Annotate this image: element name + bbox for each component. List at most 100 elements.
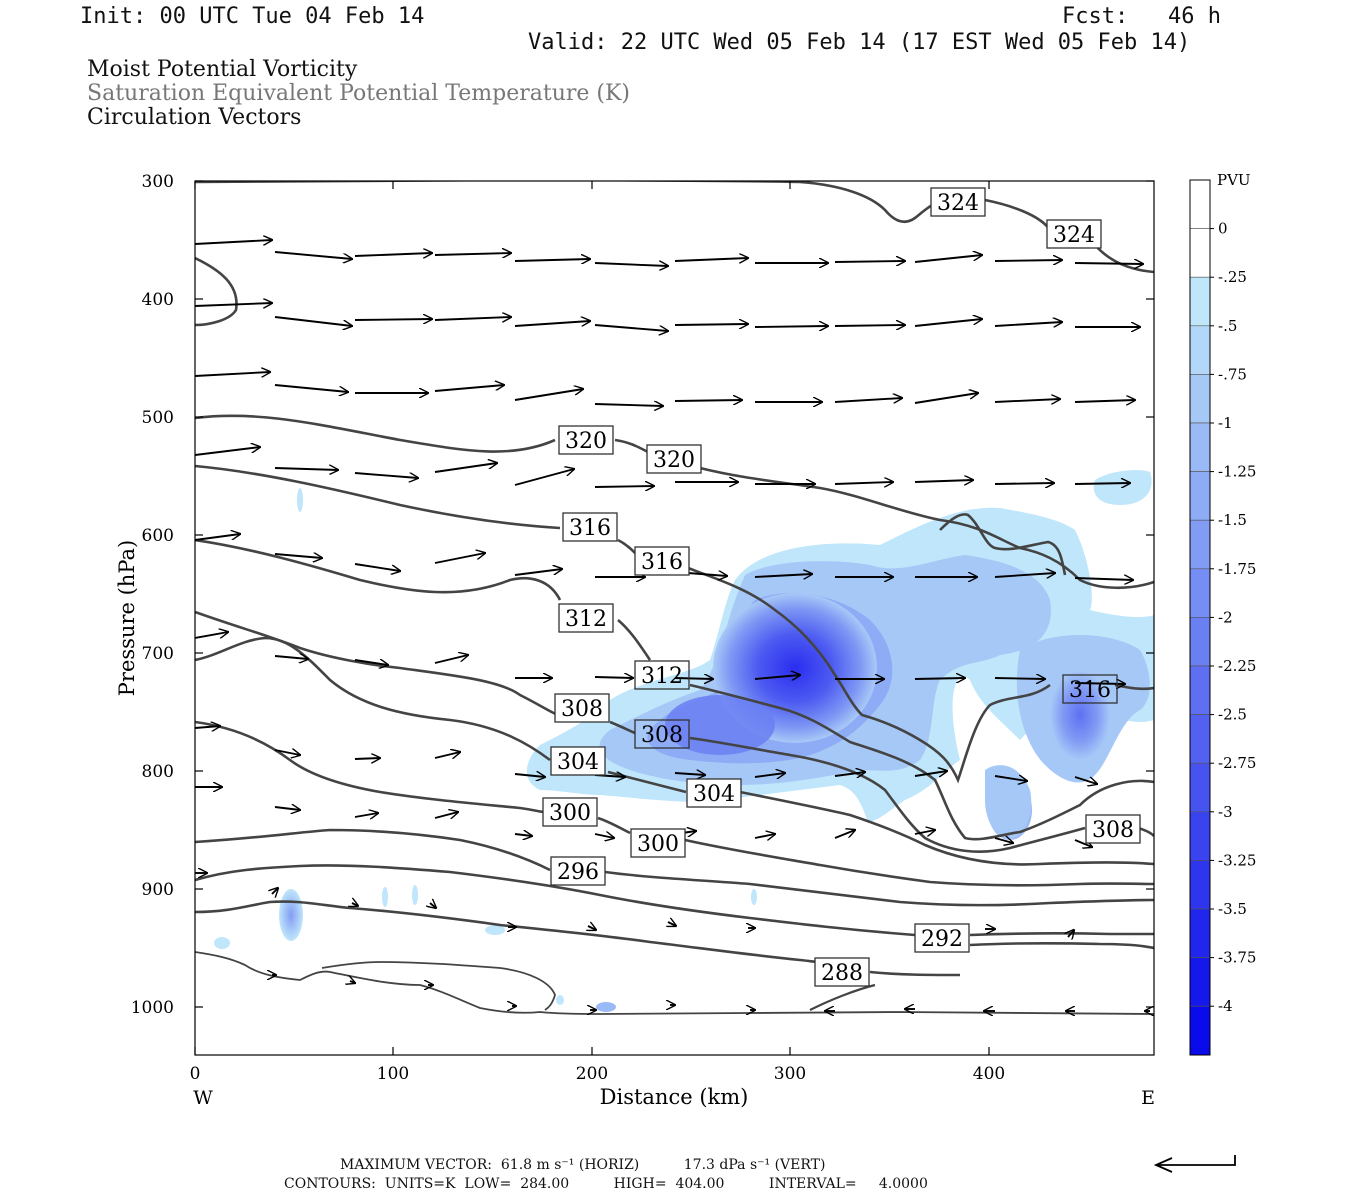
title-vectors: Circulation Vectors <box>87 105 302 130</box>
mpv-speck-6 <box>596 1002 616 1012</box>
vector <box>195 303 272 306</box>
colorbar-label: -3.25 <box>1218 851 1256 869</box>
contour-label: 300 <box>542 797 598 827</box>
vector <box>434 253 511 255</box>
colorbar-label: -.75 <box>1218 365 1247 383</box>
contour-316 <box>195 464 1154 784</box>
vector <box>594 486 654 487</box>
reference-vector-arrow <box>1153 1155 1236 1173</box>
contour-label: 308 <box>634 719 690 749</box>
colorbar-label: -4 <box>1218 997 1233 1015</box>
vector <box>434 655 468 664</box>
contour-label: 320 <box>646 444 702 474</box>
mpv-speck-3 <box>382 887 388 907</box>
title-mpv: Moist Potential Vorticity <box>87 57 358 82</box>
x-east-label: E <box>1141 1087 1155 1109</box>
contour-label-text: 312 <box>641 664 683 689</box>
colorbar-box <box>1189 276 1211 327</box>
circulation-vectors <box>195 240 1150 1011</box>
mpv-region-top-right <box>1093 470 1152 505</box>
vector <box>994 399 1060 402</box>
contour-label-text: 296 <box>557 860 599 885</box>
vector <box>588 926 596 930</box>
vector <box>274 554 322 558</box>
colorbar-box <box>1189 179 1211 229</box>
colorbar-box <box>1189 374 1211 424</box>
contour-label-text: 312 <box>565 607 607 632</box>
y-tick-label: 500 <box>142 408 174 428</box>
colorbar-label: -3 <box>1218 803 1233 821</box>
contour-label-text: 320 <box>653 448 695 473</box>
vector <box>594 404 663 406</box>
vector <box>434 812 458 818</box>
contour-label-text: 300 <box>549 801 591 826</box>
vector <box>354 758 380 759</box>
vector <box>350 981 355 983</box>
contour-316-bump <box>939 513 1067 576</box>
contour-label: 312 <box>634 660 690 690</box>
colorbar-box <box>1189 762 1211 813</box>
vector <box>274 807 300 810</box>
vector <box>668 922 676 926</box>
vector <box>1074 400 1135 402</box>
contour-296 <box>195 828 1154 907</box>
colorbar-label: 0 <box>1218 220 1228 238</box>
y-tick-label: 400 <box>142 290 174 310</box>
colorbar-label: -3.5 <box>1218 900 1247 918</box>
colorbar-label: -2.25 <box>1218 657 1256 675</box>
y-axis-label: Pressure (hPa) <box>115 540 139 696</box>
vector <box>514 321 590 327</box>
vector <box>1074 483 1130 484</box>
contour-label-text: 324 <box>1053 223 1095 248</box>
y-tick-labels: 300 400 500 600 700 800 900 1000 <box>131 172 174 1018</box>
contour-label: 308 <box>554 693 610 723</box>
contour-label-text: 304 <box>557 750 599 775</box>
vector <box>430 903 436 908</box>
colorbar-label: -.5 <box>1218 317 1237 335</box>
contour-label: 324 <box>1046 219 1102 249</box>
vector <box>514 774 545 777</box>
vector <box>1074 840 1092 847</box>
valid-time: Valid: 22 UTC Wed 05 Feb 14 (17 EST Wed … <box>528 30 1191 55</box>
vector <box>274 750 300 755</box>
vector <box>434 317 511 320</box>
colorbar-box <box>1189 665 1211 715</box>
vector <box>354 253 432 256</box>
vector <box>594 677 633 678</box>
vector <box>674 258 748 261</box>
colorbar-box <box>1189 860 1211 910</box>
forecast-hour: Fcst: 46 h <box>1062 4 1221 29</box>
mpv-speck-2 <box>214 937 230 949</box>
mpv-cell-low-level <box>279 889 303 941</box>
colorbar-box <box>1189 617 1211 667</box>
contour-label: 296 <box>550 856 606 886</box>
vector <box>994 838 1013 843</box>
y-tick-label: 700 <box>142 644 174 664</box>
vector <box>1074 578 1133 580</box>
contour-label-text: 320 <box>565 429 607 454</box>
y-tick-label: 600 <box>142 526 174 546</box>
colorbar-box <box>1189 957 1211 1007</box>
contour-label: 312 <box>558 603 614 633</box>
x-tick-labels: 0 100 200 300 400 <box>190 1064 1006 1084</box>
colorbar-label: -3.75 <box>1218 949 1256 967</box>
contour-label: 324 <box>930 187 986 217</box>
vector <box>994 260 1062 261</box>
vector <box>274 656 308 659</box>
vector <box>834 325 905 326</box>
vector <box>434 752 460 758</box>
contour-label-group: 324 324 320 320 316 316 312 312 316 308 … <box>542 187 1141 987</box>
x-tick-label: 400 <box>973 1064 1005 1084</box>
vector <box>272 888 278 894</box>
vector <box>354 319 432 320</box>
vector <box>1074 776 1097 784</box>
contour-label-text: 316 <box>641 550 683 575</box>
contour-label: 308 <box>1085 814 1141 844</box>
colorbar-box <box>1189 714 1211 764</box>
contour-label-text: 316 <box>1069 678 1111 703</box>
contour-292 <box>195 864 1154 937</box>
contour-300 <box>195 720 1154 887</box>
contour-label-text: 308 <box>561 697 603 722</box>
vector <box>274 316 352 326</box>
y-axis <box>195 180 1154 1008</box>
